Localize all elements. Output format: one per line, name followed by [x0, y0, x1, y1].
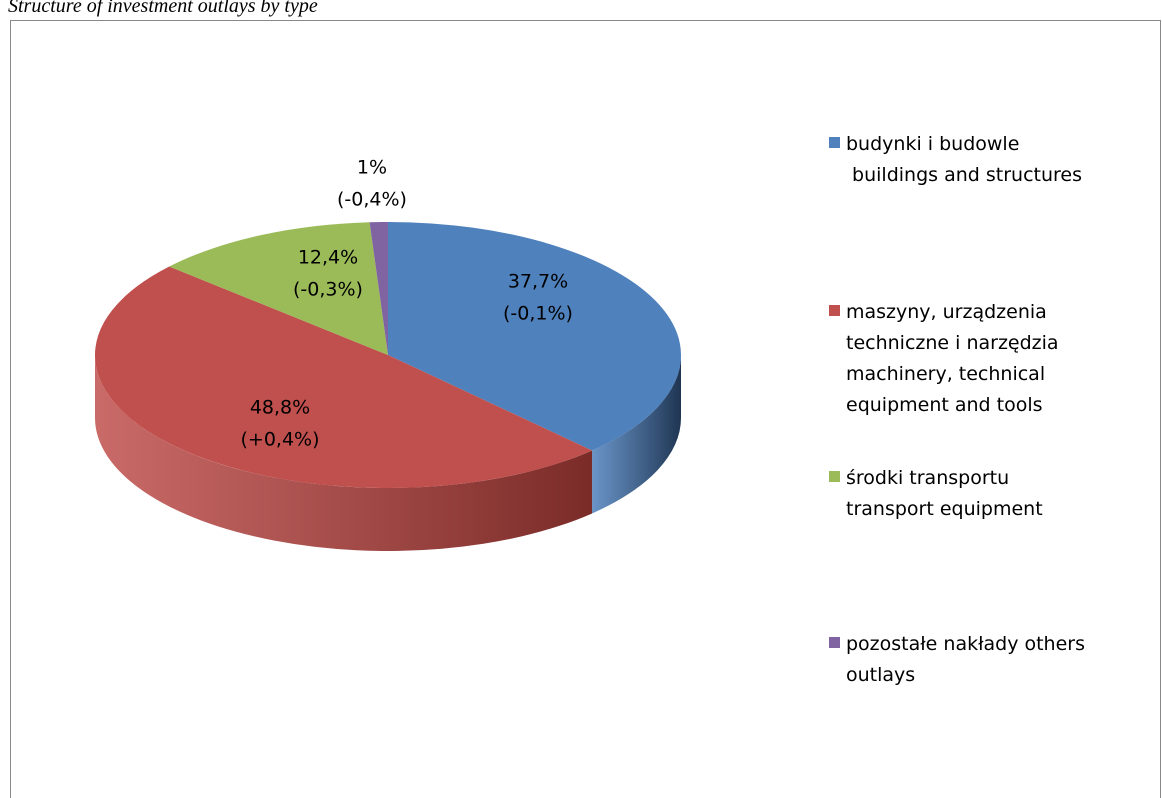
data-label: 48,8% — [250, 397, 310, 419]
legend-label: maszyny, urządzenia techniczne i narzędzi… — [846, 301, 1059, 416]
legend-swatch — [829, 471, 840, 482]
data-label: 1% — [357, 157, 387, 179]
chart-title: Structure of investment outlays by type — [8, 0, 318, 17]
slice — [95, 266, 593, 488]
slice-side — [95, 355, 593, 551]
legend-swatch — [829, 637, 840, 648]
legend-label: pozostałe nakłady others outlays — [846, 633, 1085, 686]
data-label-change: (+0,4%) — [240, 429, 319, 451]
slice — [369, 222, 388, 355]
legend-swatch — [829, 305, 840, 316]
data-label-change: (-0,3%) — [293, 279, 363, 301]
data-label: 37,7% — [508, 271, 568, 293]
slice — [388, 222, 681, 451]
slice — [169, 222, 388, 355]
slice-side — [592, 355, 681, 514]
data-label: 12,4% — [298, 247, 358, 269]
data-label-change: (-0,4%) — [337, 189, 407, 211]
legend-swatch — [829, 137, 840, 148]
data-label-change: (-0,1%) — [503, 303, 573, 325]
legend-label: środki transportu transport equipment — [846, 467, 1043, 520]
legend-label: budynki i budowle buildings and structur… — [846, 133, 1082, 186]
